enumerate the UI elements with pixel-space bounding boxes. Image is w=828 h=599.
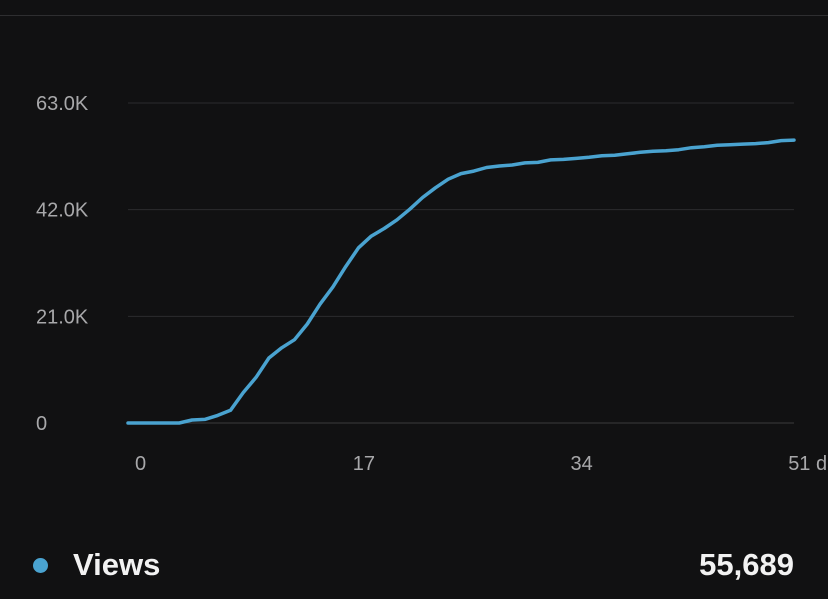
y-tick-label: 0 bbox=[36, 413, 47, 435]
top-divider bbox=[0, 15, 828, 16]
legend-total-value: 55,689 bbox=[699, 547, 794, 582]
line-chart: 0 21.0K 42.0K 63.0K 0 17 34 51 days bbox=[36, 93, 828, 475]
y-tick-label: 63.0K bbox=[36, 93, 89, 115]
x-tick-label: 17 bbox=[353, 453, 375, 475]
x-tick-label: 51 days bbox=[788, 453, 828, 475]
y-tick-label: 42.0K bbox=[36, 200, 89, 222]
x-tick-label: 34 bbox=[570, 453, 592, 475]
series-line-views bbox=[126, 138, 796, 425]
legend: Views 55,689 bbox=[0, 540, 828, 590]
y-tick-label: 21.0K bbox=[36, 306, 89, 328]
legend-label: Views bbox=[73, 547, 161, 582]
legend-dot-icon bbox=[33, 558, 48, 573]
x-tick-label: 0 bbox=[135, 453, 146, 475]
